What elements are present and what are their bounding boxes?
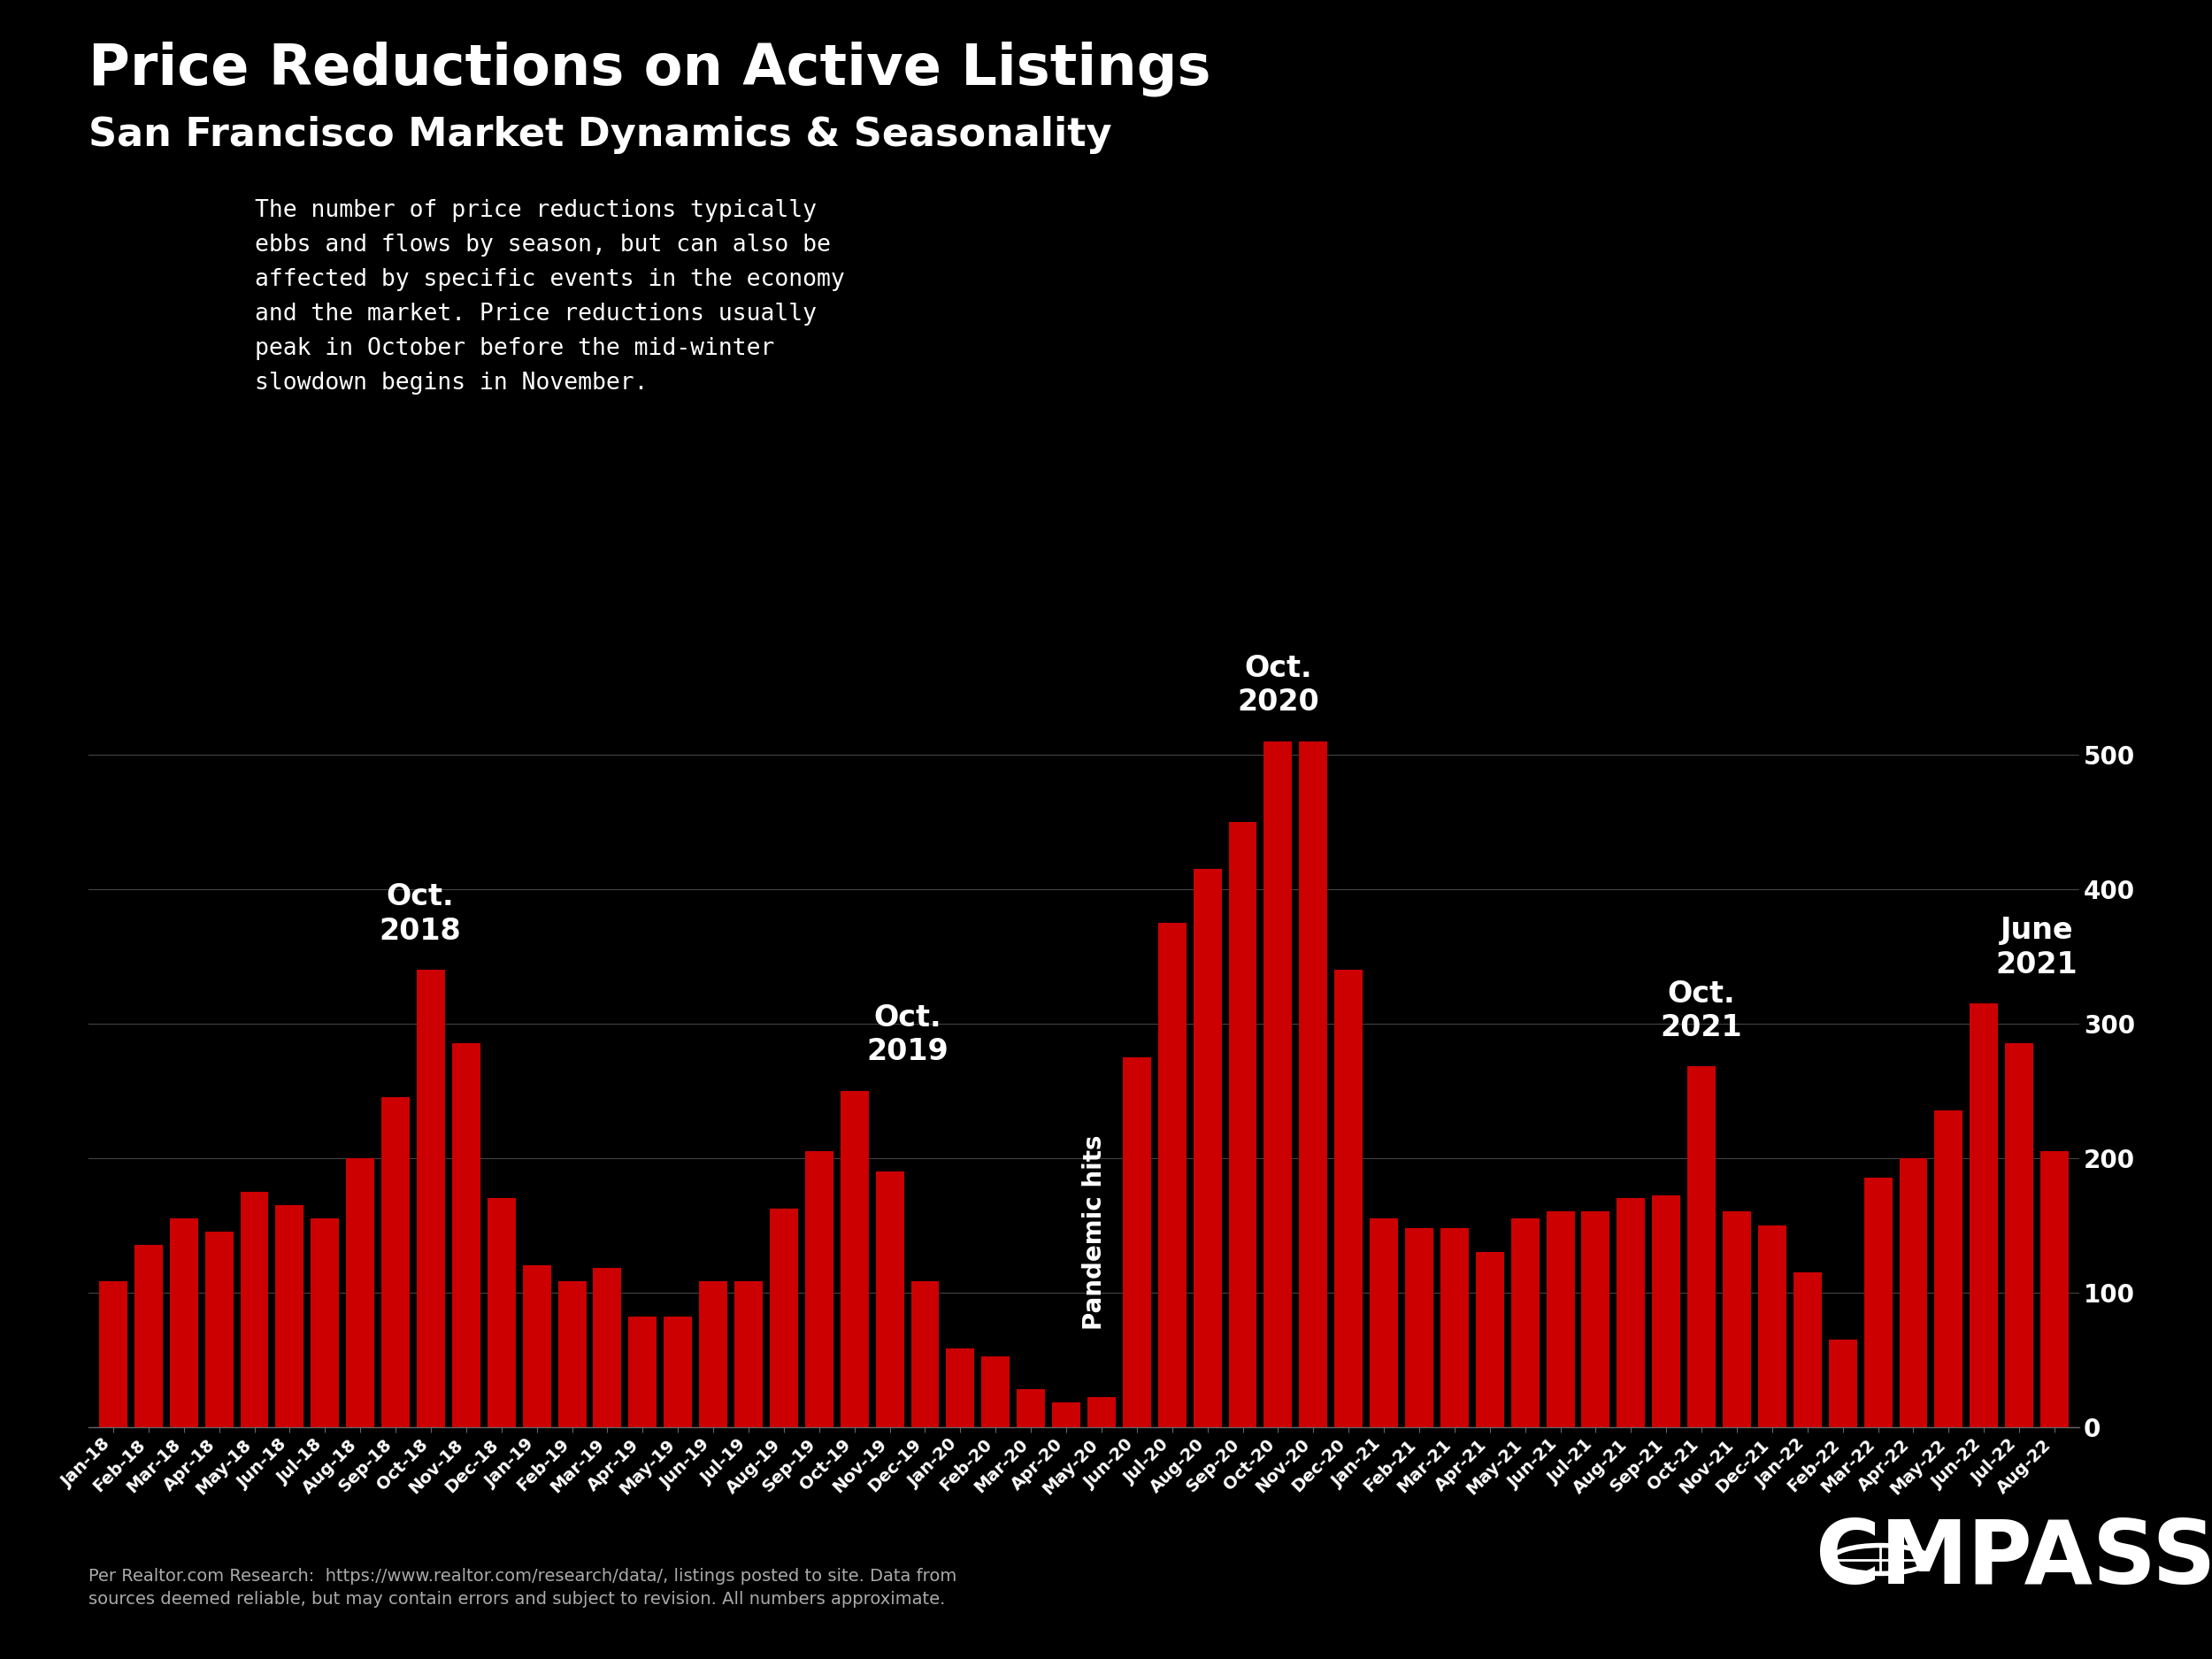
Bar [487,1198,515,1427]
Bar [557,1281,586,1427]
Bar [628,1317,657,1427]
Bar [1829,1339,1856,1427]
Bar [522,1266,551,1427]
Bar [451,1044,480,1427]
Text: The number of price reductions typically
ebbs and flows by season, but can also : The number of price reductions typically… [254,199,845,395]
Bar [1723,1211,1752,1427]
Bar [1018,1389,1044,1427]
Bar [1159,922,1186,1427]
Bar [876,1171,905,1427]
Bar [416,969,445,1427]
Bar [1124,1057,1150,1427]
Bar [1794,1272,1823,1427]
Bar [312,1218,338,1427]
Text: Price Reductions on Active Listings: Price Reductions on Active Listings [88,41,1210,96]
Bar [100,1281,128,1427]
Bar [1936,1112,1962,1427]
Bar [770,1209,799,1427]
Bar [1617,1198,1646,1427]
Bar [1228,821,1256,1427]
Text: Pandemic hits: Pandemic hits [1082,1135,1106,1331]
Bar [947,1349,975,1427]
Bar [1652,1196,1681,1427]
Bar [1475,1253,1504,1427]
Bar [1405,1228,1433,1427]
Text: Per Realtor.com Research:  https://www.realtor.com/research/data/, listings post: Per Realtor.com Research: https://www.re… [88,1568,956,1608]
Bar [1511,1218,1540,1427]
Text: Oct.
2021: Oct. 2021 [1661,979,1743,1042]
Text: Oct.
2019: Oct. 2019 [867,1004,949,1067]
Text: C: C [1816,1516,1880,1603]
Bar [911,1281,940,1427]
Text: June
2021: June 2021 [1995,916,2077,979]
Bar [1053,1402,1079,1427]
Bar [1688,1067,1717,1427]
Bar [241,1191,268,1427]
Bar [170,1218,197,1427]
Bar [206,1231,232,1427]
Bar [1440,1228,1469,1427]
Bar [1971,1004,1997,1427]
Bar [2039,1151,2068,1427]
Bar [593,1267,622,1427]
Bar [982,1357,1009,1427]
Bar [734,1281,763,1427]
Bar [1334,969,1363,1427]
Bar [805,1151,834,1427]
Bar [1088,1397,1115,1427]
Bar [1582,1211,1610,1427]
Text: MPASS: MPASS [1880,1516,2212,1603]
Bar [1759,1224,1787,1427]
Bar [276,1204,303,1427]
Bar [1900,1158,1927,1427]
Bar [1865,1178,1891,1427]
Text: Oct.
2020: Oct. 2020 [1237,654,1318,717]
Bar [2004,1044,2033,1427]
Bar [1192,869,1221,1427]
Text: Oct.
2018: Oct. 2018 [378,883,462,946]
Text: San Francisco Market Dynamics & Seasonality: San Francisco Market Dynamics & Seasonal… [88,116,1113,154]
Bar [1546,1211,1575,1427]
Bar [841,1090,869,1427]
Bar [664,1317,692,1427]
Bar [345,1158,374,1427]
Bar [1263,742,1292,1427]
Bar [699,1281,728,1427]
Bar [380,1097,409,1427]
Bar [1298,742,1327,1427]
Bar [135,1246,164,1427]
Bar [1369,1218,1398,1427]
